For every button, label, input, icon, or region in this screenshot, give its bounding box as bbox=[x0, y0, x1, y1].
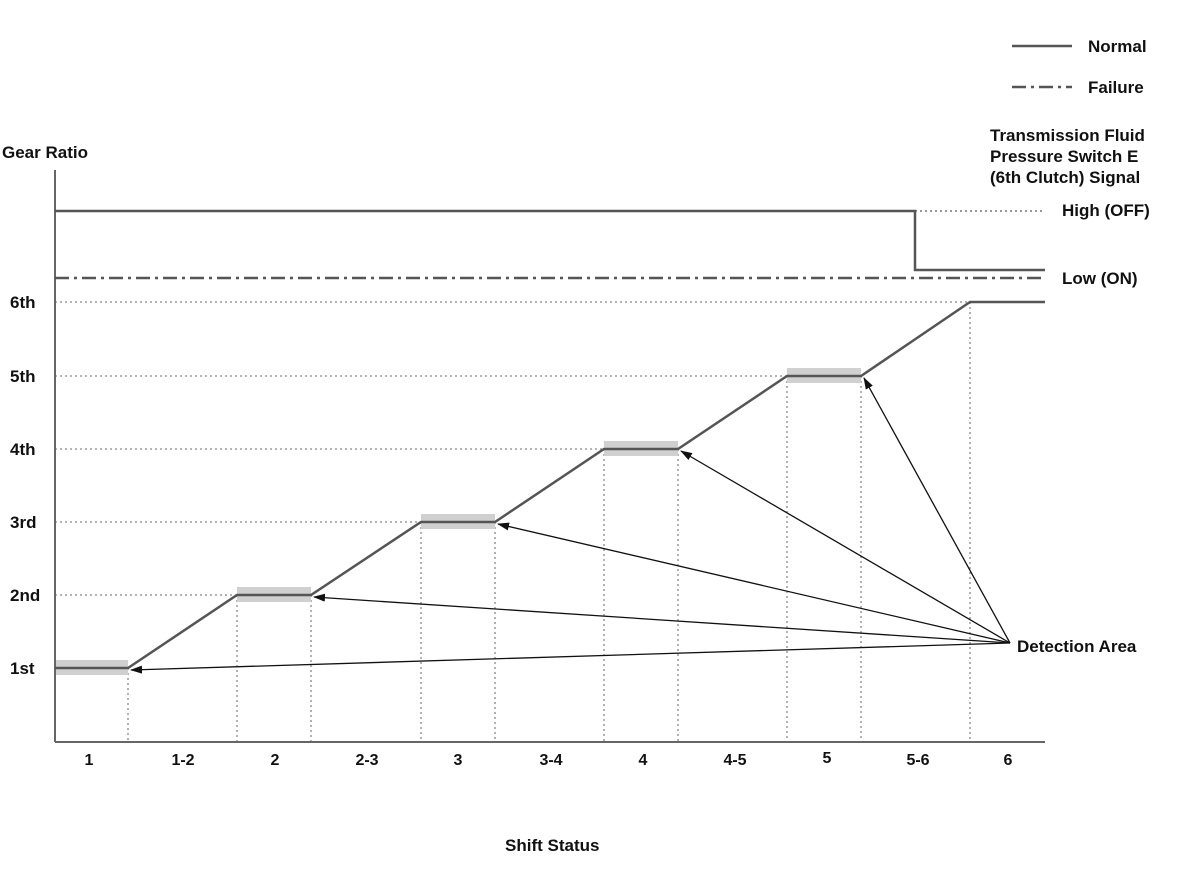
shift-label: 2-3 bbox=[355, 752, 378, 769]
detection-arrow bbox=[863, 377, 1011, 644]
gear-label: 2nd bbox=[10, 586, 40, 605]
gear-label: 4th bbox=[10, 440, 36, 459]
shift-label: 1-2 bbox=[171, 752, 194, 769]
y-axis-title: Gear Ratio bbox=[2, 143, 88, 162]
shift-label: 4 bbox=[639, 752, 648, 769]
shift-label: 4-5 bbox=[723, 752, 746, 769]
signal-normal-line bbox=[55, 209, 1045, 272]
signal-title: Transmission Fluid Pressure Switch E (6t… bbox=[990, 126, 1145, 187]
gear-label: 5th bbox=[10, 367, 36, 386]
shift-label: 6 bbox=[1004, 752, 1013, 769]
gear-label: 3rd bbox=[10, 513, 36, 532]
shift-label: 2 bbox=[271, 752, 280, 769]
x-axis-title: Shift Status bbox=[505, 836, 599, 855]
shift-label: 5-6 bbox=[906, 752, 929, 769]
shift-label: 1 bbox=[85, 752, 94, 769]
detection-arrow bbox=[497, 522, 1011, 644]
gear-labels: 1st 2nd 3rd 4th 5th 6th bbox=[10, 293, 40, 678]
legend-failure-label: Failure bbox=[1088, 78, 1144, 97]
shift-label: 3 bbox=[454, 752, 463, 769]
shift-label: 5 bbox=[823, 750, 832, 767]
shift-label: 3-4 bbox=[539, 752, 562, 769]
guide-lines bbox=[55, 301, 971, 742]
shift-labels: 1 1-2 2 2-3 3 3-4 4 4-5 5 5-6 6 bbox=[85, 750, 1013, 769]
legend: Normal Failure bbox=[1012, 37, 1147, 97]
detection-arrows bbox=[130, 377, 1011, 674]
detection-area-label: Detection Area bbox=[1017, 637, 1137, 656]
signal-title-line: Pressure Switch E bbox=[990, 147, 1138, 166]
legend-normal-label: Normal bbox=[1088, 37, 1147, 56]
detection-arrow bbox=[313, 593, 1011, 644]
detection-arrow bbox=[680, 450, 1011, 644]
signal-low-label: Low (ON) bbox=[1062, 269, 1138, 288]
gear-label: 6th bbox=[10, 293, 36, 312]
signal-high-label: High (OFF) bbox=[1062, 201, 1150, 220]
signal-title-line: Transmission Fluid bbox=[990, 126, 1145, 145]
gear-label: 1st bbox=[10, 659, 35, 678]
gear-ratio-line bbox=[55, 300, 1045, 670]
detection-arrow bbox=[130, 642, 1011, 674]
signal-title-line: (6th Clutch) Signal bbox=[990, 168, 1140, 187]
